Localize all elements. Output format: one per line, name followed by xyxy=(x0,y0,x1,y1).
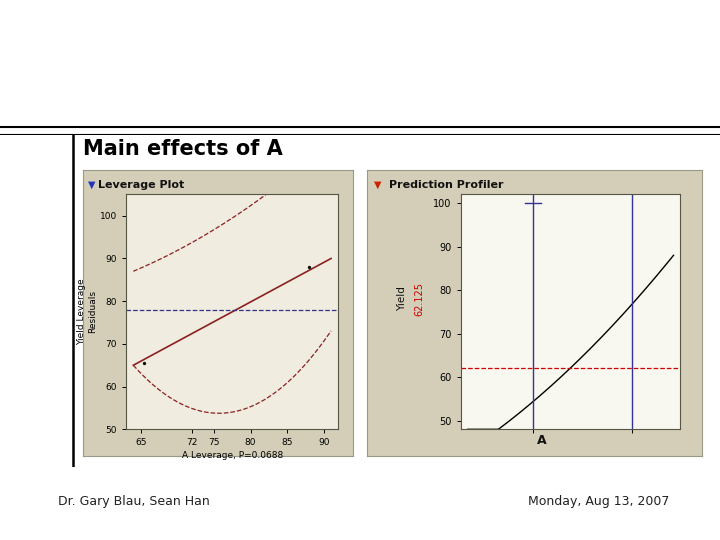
Text: A: A xyxy=(536,434,546,447)
Text: ▼: ▼ xyxy=(88,180,95,190)
Text: ▼: ▼ xyxy=(374,180,382,190)
Y-axis label: Yield Leverage
Residuals: Yield Leverage Residuals xyxy=(78,279,97,345)
Text: +: + xyxy=(610,417,620,430)
Text: Monday, Aug 13, 2007: Monday, Aug 13, 2007 xyxy=(528,495,670,508)
Text: -: - xyxy=(494,417,498,430)
X-axis label: A Leverage, P=0.0688: A Leverage, P=0.0688 xyxy=(181,451,283,461)
Point xyxy=(303,262,315,271)
Text: Main effects of A: Main effects of A xyxy=(83,138,282,159)
Text: Leverage Plot: Leverage Plot xyxy=(98,180,184,190)
Text: Dr. Gary Blau, Sean Han: Dr. Gary Blau, Sean Han xyxy=(58,495,210,508)
Text: Yield: Yield xyxy=(397,286,408,312)
Text: EXAMPLE FOR CALCULATING: EXAMPLE FOR CALCULATING xyxy=(127,26,593,55)
Text: •: • xyxy=(538,413,544,423)
Point xyxy=(138,359,150,367)
Text: 62.125: 62.125 xyxy=(414,282,424,316)
Text: MAIN EFFECTS: MAIN EFFECTS xyxy=(240,85,480,113)
Text: Prediction Profiler: Prediction Profiler xyxy=(389,180,503,190)
